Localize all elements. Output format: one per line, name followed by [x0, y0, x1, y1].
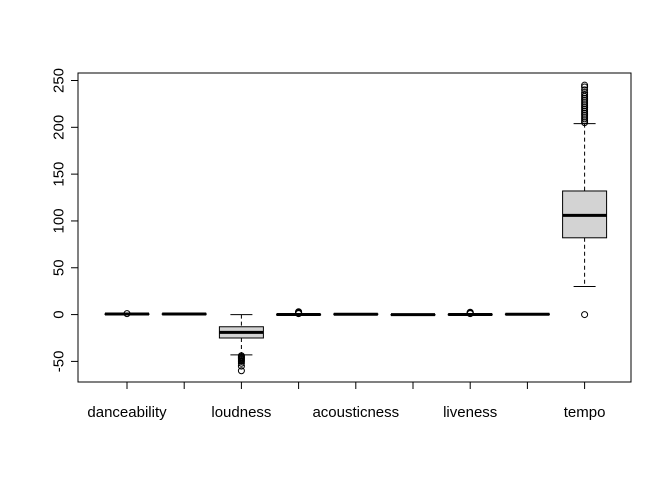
y-tick-label: 150 [51, 162, 68, 187]
outlier-point [237, 367, 245, 375]
y-tick-label: 200 [51, 115, 68, 140]
plot-frame [77, 72, 632, 383]
y-tick-label: 250 [51, 68, 68, 93]
x-tick-label: loudness [211, 404, 271, 421]
box-group [161, 312, 207, 316]
outlier-point [466, 308, 474, 316]
boxes [104, 81, 608, 375]
outlier-point [237, 362, 245, 370]
box-group [218, 314, 264, 375]
outlier-point [581, 81, 589, 89]
outlier-point [237, 359, 245, 367]
box-group [504, 312, 550, 316]
outlier-point [123, 310, 131, 318]
outlier-point [237, 357, 245, 365]
x-tick-label: danceability [87, 404, 167, 421]
box-group [276, 308, 322, 318]
box-group [333, 312, 379, 316]
y-tick-label: 50 [51, 259, 68, 276]
x-tick-label: tempo [564, 404, 606, 421]
y-tick-label: 100 [51, 208, 68, 233]
x-tick-label: acousticness [312, 404, 399, 421]
outlier-point [581, 91, 589, 99]
x-tick-label: liveness [443, 404, 497, 421]
outlier-point [581, 83, 589, 91]
y-axis: -50 0 50 100 150 200 250 [51, 68, 79, 372]
outlier-point [581, 92, 589, 100]
outlier-point [581, 311, 589, 319]
box-group [390, 313, 436, 317]
box-group [447, 308, 493, 318]
box-group [562, 81, 608, 319]
box-group [104, 310, 150, 318]
x-axis: danceability loudness acousticness liveness… [87, 381, 606, 421]
y-tick-label: 0 [51, 310, 68, 318]
outlier-point [581, 86, 589, 94]
y-tick-label: -50 [51, 351, 68, 373]
outlier-point [295, 308, 303, 316]
